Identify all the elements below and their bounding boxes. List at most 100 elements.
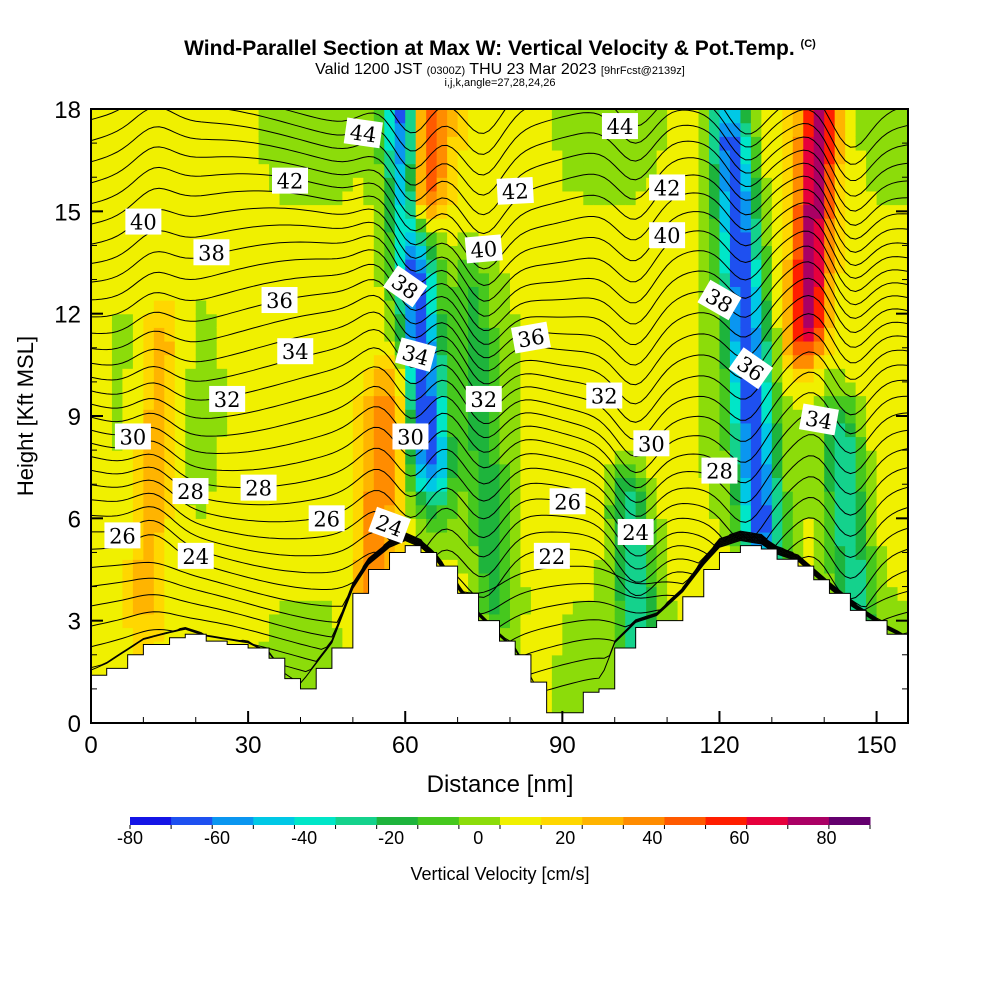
contour-label-box — [193, 239, 230, 266]
velocity-cell — [91, 313, 103, 328]
velocity-cell — [593, 300, 605, 315]
velocity-cell — [227, 504, 239, 519]
velocity-cell — [352, 518, 364, 533]
velocity-cell — [101, 300, 113, 315]
velocity-cell — [468, 136, 480, 151]
velocity-cell — [426, 313, 438, 328]
velocity-cell — [143, 491, 155, 506]
velocity-cell — [698, 477, 710, 492]
velocity-cell — [719, 149, 731, 165]
velocity-cell — [342, 531, 354, 547]
velocity-cell — [342, 422, 354, 438]
velocity-cell — [478, 177, 490, 192]
velocity-cell — [792, 327, 804, 342]
velocity-cell — [551, 682, 563, 697]
velocity-cell — [489, 204, 501, 219]
velocity-cell — [164, 327, 176, 342]
velocity-cell — [206, 450, 218, 465]
velocity-cell — [688, 177, 700, 192]
colorbar-tick-label: 0 — [473, 828, 483, 848]
velocity-cell — [656, 313, 668, 328]
velocity-cell — [771, 354, 783, 369]
velocity-cell — [237, 313, 249, 328]
velocity-cell — [583, 627, 595, 642]
velocity-cell — [468, 204, 480, 219]
velocity-cell — [363, 518, 375, 533]
velocity-cell — [761, 272, 773, 287]
velocity-cell — [279, 409, 291, 424]
velocity-cell — [489, 409, 501, 424]
velocity-cell — [635, 109, 647, 124]
velocity-cell — [489, 136, 501, 151]
velocity-cell — [813, 463, 825, 478]
velocity-cell — [530, 272, 542, 287]
velocity-cell — [290, 463, 302, 478]
velocity-cell — [499, 518, 511, 533]
velocity-cell — [216, 600, 228, 615]
velocity-cell — [457, 327, 469, 342]
velocity-cell — [729, 409, 742, 424]
contour-label: 24 — [177, 542, 214, 569]
velocity-cell — [457, 313, 469, 328]
velocity-cell — [478, 190, 490, 206]
velocity-cell — [279, 204, 291, 219]
velocity-cell — [866, 218, 878, 233]
velocity-cell — [792, 368, 804, 383]
velocity-cell — [572, 572, 584, 588]
velocity-cell — [342, 177, 354, 192]
velocity-cell — [541, 463, 553, 478]
velocity-cell — [352, 272, 364, 287]
velocity-cell — [897, 559, 908, 574]
velocity-cell — [310, 340, 323, 356]
velocity-cell — [677, 300, 689, 315]
velocity-cell — [300, 436, 312, 451]
velocity-cell — [593, 463, 605, 478]
velocity-cell — [719, 381, 731, 397]
velocity-cell — [447, 450, 459, 465]
velocity-cell — [677, 504, 689, 519]
velocity-cell — [792, 477, 804, 492]
velocity-cell — [792, 313, 804, 328]
velocity-cell — [269, 518, 281, 533]
velocity-cell — [677, 572, 689, 588]
velocity-cell — [761, 477, 773, 492]
velocity-cell — [164, 477, 176, 492]
velocity-cell — [771, 409, 783, 424]
velocity-cell — [708, 531, 721, 547]
velocity-cell — [635, 245, 647, 260]
velocity-cell — [593, 136, 605, 151]
contour-label: 42 — [272, 167, 309, 194]
velocity-cell — [761, 313, 773, 328]
velocity-cell — [583, 218, 595, 233]
velocity-cell — [708, 518, 721, 533]
velocity-cell — [290, 136, 302, 151]
velocity-cell — [279, 491, 291, 506]
velocity-cell — [248, 409, 260, 424]
velocity-cell — [876, 409, 888, 424]
velocity-cell — [708, 354, 721, 369]
velocity-cell — [625, 245, 637, 260]
velocity-cell — [185, 518, 197, 533]
velocity-cell — [426, 436, 438, 451]
velocity-cell — [258, 450, 270, 465]
velocity-cell — [342, 354, 354, 369]
velocity-cell — [352, 559, 364, 574]
velocity-cell — [436, 531, 448, 547]
velocity-cell — [813, 450, 825, 465]
velocity-cell — [468, 327, 480, 342]
velocity-cell — [269, 204, 281, 219]
velocity-cell — [91, 300, 103, 315]
velocity-cell — [698, 422, 710, 438]
velocity-cell — [111, 641, 124, 656]
velocity-cell — [667, 491, 679, 506]
velocity-cell — [258, 572, 270, 588]
velocity-cell — [541, 531, 553, 547]
contour-label-text: 38 — [198, 241, 225, 265]
velocity-cell — [551, 518, 563, 533]
velocity-cell — [394, 491, 406, 506]
velocity-cell — [373, 286, 385, 301]
velocity-cell — [572, 654, 584, 670]
velocity-cell — [164, 136, 176, 151]
velocity-cell — [562, 422, 574, 438]
velocity-cell — [405, 313, 417, 328]
